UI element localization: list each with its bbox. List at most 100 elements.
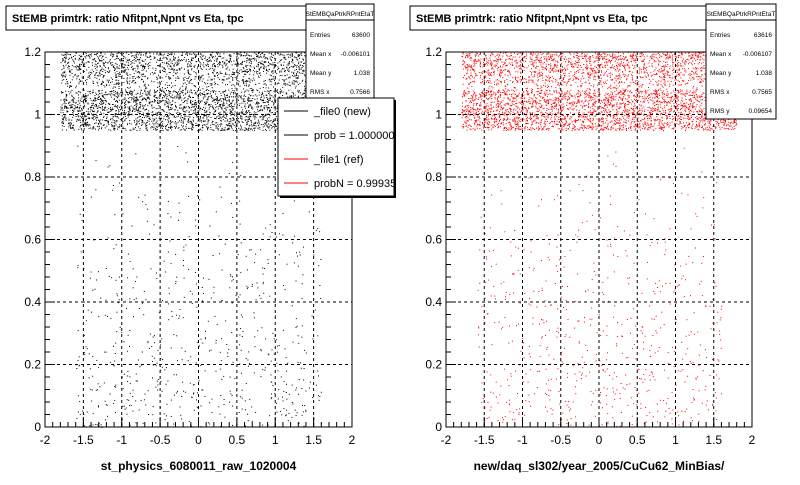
- data-point: [280, 89, 281, 90]
- data-point: [298, 55, 299, 56]
- data-point: [152, 72, 153, 73]
- data-point: [207, 64, 208, 65]
- data-point: [276, 91, 277, 92]
- data-point: [117, 94, 118, 95]
- data-point: [166, 101, 167, 102]
- data-point: [229, 81, 230, 82]
- data-point: [295, 65, 296, 66]
- data-point: [116, 96, 117, 97]
- data-point: [215, 66, 216, 67]
- data-point: [252, 284, 253, 285]
- data-point: [270, 110, 271, 111]
- data-point: [195, 57, 196, 58]
- data-point: [139, 120, 140, 121]
- data-point: [90, 368, 91, 369]
- data-point: [94, 75, 95, 76]
- data-point: [200, 77, 201, 78]
- data-point: [287, 70, 288, 71]
- data-point: [97, 424, 98, 425]
- data-point: [245, 74, 246, 75]
- data-point: [119, 93, 120, 94]
- data-point: [108, 72, 109, 73]
- data-point: [84, 99, 85, 100]
- data-point: [88, 108, 89, 109]
- data-point: [84, 425, 85, 426]
- data-point: [123, 117, 124, 118]
- data-point: [272, 232, 273, 233]
- data-point: [248, 78, 249, 79]
- data-point: [95, 73, 96, 74]
- data-point: [253, 115, 254, 116]
- data-point: [256, 71, 257, 72]
- data-point: [77, 69, 78, 70]
- data-point: [147, 209, 148, 210]
- data-point: [188, 78, 189, 79]
- data-point: [92, 118, 93, 119]
- data-point: [70, 125, 71, 126]
- data-point: [270, 94, 271, 95]
- data-point: [135, 153, 136, 154]
- data-point: [274, 107, 275, 108]
- data-point: [318, 395, 319, 396]
- data-point: [79, 79, 80, 80]
- data-point: [118, 80, 119, 81]
- data-point: [154, 358, 155, 359]
- data-point: [243, 67, 244, 68]
- data-point: [96, 106, 97, 107]
- data-point: [271, 72, 272, 73]
- data-point: [188, 71, 189, 72]
- data-point: [117, 67, 118, 68]
- data-point: [296, 81, 297, 82]
- data-point: [105, 300, 106, 301]
- data-point: [170, 96, 171, 97]
- data-point: [254, 123, 255, 124]
- data-point: [65, 91, 66, 92]
- data-point: [215, 91, 216, 92]
- data-point: [107, 112, 108, 113]
- data-point: [287, 54, 288, 55]
- data-point: [208, 86, 209, 87]
- data-point: [299, 72, 300, 73]
- data-point: [221, 360, 222, 361]
- data-point: [231, 96, 232, 97]
- data-point: [154, 56, 155, 57]
- data-point: [71, 57, 72, 58]
- data-point: [104, 108, 105, 109]
- data-point: [122, 110, 123, 111]
- data-point: [137, 122, 138, 123]
- data-point: [191, 79, 192, 80]
- data-point: [201, 406, 202, 407]
- data-point: [108, 81, 109, 82]
- data-point: [149, 99, 150, 100]
- data-point: [113, 94, 114, 95]
- data-point: [246, 71, 247, 72]
- data-point: [117, 129, 118, 130]
- data-point: [237, 56, 238, 57]
- data-point: [116, 121, 117, 122]
- data-point: [246, 358, 247, 359]
- data-point: [115, 116, 116, 117]
- data-point: [130, 64, 131, 65]
- data-point: [94, 116, 95, 117]
- data-point: [280, 60, 281, 61]
- data-point: [137, 77, 138, 78]
- data-point: [68, 59, 69, 60]
- data-point: [229, 70, 230, 71]
- data-point: [282, 54, 283, 55]
- data-point: [297, 326, 298, 327]
- data-point: [108, 82, 109, 83]
- data-point: [189, 116, 190, 117]
- data-point: [82, 81, 83, 82]
- data-point: [163, 126, 164, 127]
- data-point: [237, 117, 238, 118]
- data-point: [161, 130, 162, 131]
- data-point: [145, 88, 146, 89]
- data-point: [293, 96, 294, 97]
- data-point: [246, 65, 247, 66]
- data-point: [152, 68, 153, 69]
- data-point: [119, 68, 120, 69]
- data-point: [183, 107, 184, 108]
- data-point: [154, 99, 155, 100]
- data-point: [79, 356, 80, 357]
- data-point: [169, 54, 170, 55]
